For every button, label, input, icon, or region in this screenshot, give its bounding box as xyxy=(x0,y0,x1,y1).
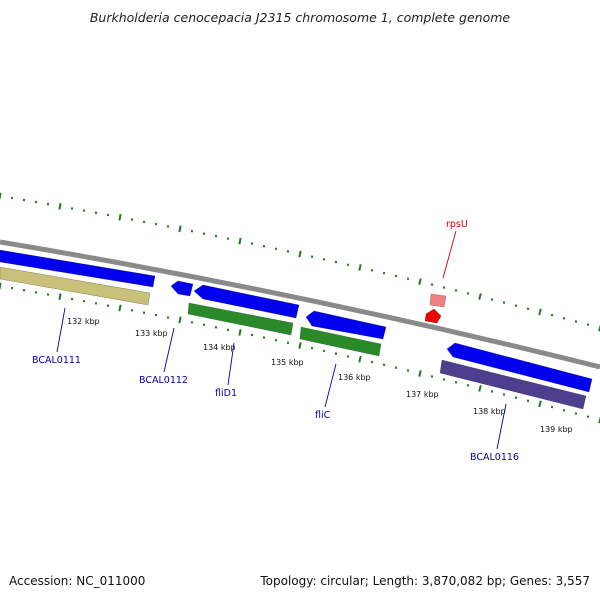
minor-tick xyxy=(394,274,398,278)
cds-feature-bcal0111-lower[interactable] xyxy=(0,266,151,306)
leader-line-rpsu xyxy=(442,230,457,279)
inner-tick-ring xyxy=(0,282,600,424)
minor-tick xyxy=(514,304,518,307)
cds-feature-flid1[interactable] xyxy=(187,302,294,336)
cds-feature-bcal0116-upper[interactable] xyxy=(446,342,593,393)
cds-feature-flic[interactable] xyxy=(299,326,382,357)
minor-tick xyxy=(394,366,398,370)
minor-tick xyxy=(550,405,554,409)
scale-label: 136 kbp xyxy=(338,373,371,382)
minor-tick xyxy=(586,323,590,327)
gene-label-flid1[interactable]: fliD1 xyxy=(215,388,237,399)
minor-tick xyxy=(562,316,566,320)
gene-label-bcal0111[interactable]: BCAL0111 xyxy=(32,355,81,366)
minor-tick xyxy=(430,283,434,286)
gene-label-flic[interactable]: fliC xyxy=(315,410,331,421)
minor-tick xyxy=(454,381,458,384)
major-tick xyxy=(58,293,62,301)
scale-labels: 132 kbp 133 kbp 134 kbp 135 kbp 136 kbp … xyxy=(67,317,573,434)
minor-tick xyxy=(502,393,506,396)
minor-tick xyxy=(382,363,386,367)
major-tick xyxy=(238,329,242,336)
minor-tick xyxy=(370,360,374,364)
minor-tick xyxy=(574,320,578,323)
gene-label-bcal0112[interactable]: BCAL0112 xyxy=(139,375,188,386)
outer-tick-ring xyxy=(0,192,600,332)
minor-tick xyxy=(442,286,446,289)
major-tick xyxy=(478,385,482,392)
major-tick xyxy=(598,324,600,332)
minor-tick xyxy=(454,289,458,292)
scale-label: 138 kbp xyxy=(473,407,506,416)
minor-tick xyxy=(442,378,446,381)
minor-tick xyxy=(466,292,470,295)
major-tick xyxy=(118,304,122,312)
major-tick xyxy=(538,308,542,316)
minor-tick xyxy=(574,412,578,415)
leader-line-flid1 xyxy=(227,342,235,386)
minor-tick xyxy=(502,301,506,304)
minor-tick xyxy=(430,375,434,378)
trna-feature-rpsu-faint[interactable] xyxy=(429,293,447,308)
leader-line-bcal0111 xyxy=(56,307,66,353)
scale-label: 135 kbp xyxy=(271,358,304,367)
label-leader-lines xyxy=(56,230,507,450)
major-tick xyxy=(0,192,2,200)
major-tick xyxy=(598,416,600,424)
gene-labels: BCAL0111 BCAL0112 fliD1 fliC BCAL0116 rp… xyxy=(32,219,519,463)
minor-tick xyxy=(550,313,554,317)
scale-label: 133 kbp xyxy=(135,329,168,338)
major-tick xyxy=(298,250,302,258)
gene-label-bcal0116[interactable]: BCAL0116 xyxy=(470,452,519,463)
minor-tick xyxy=(526,399,530,403)
gene-label-rpsu[interactable]: rpsU xyxy=(446,219,468,230)
genome-summary-text: Topology: circular; Length: 3,870,082 bp… xyxy=(260,574,590,588)
minor-tick xyxy=(526,307,530,311)
scale-label: 139 kbp xyxy=(540,425,573,434)
minor-tick xyxy=(382,271,386,275)
major-tick xyxy=(478,293,482,300)
map-title: Burkholderia cenocepacia J2315 chromosom… xyxy=(89,10,511,25)
minor-tick xyxy=(514,396,518,399)
major-tick xyxy=(58,202,62,210)
leader-line-bcal0116 xyxy=(496,403,507,450)
major-tick xyxy=(358,355,362,363)
leader-line-bcal0112 xyxy=(163,327,175,373)
major-tick xyxy=(0,282,2,290)
cds-feature-bcal0111[interactable] xyxy=(0,249,156,288)
minor-tick xyxy=(406,277,410,281)
major-tick xyxy=(418,370,422,377)
minor-tick xyxy=(490,298,494,301)
major-tick xyxy=(298,342,302,349)
trna-feature-rpsu[interactable] xyxy=(424,308,442,324)
scale-label: 137 kbp xyxy=(406,390,439,399)
cds-feature-flid1-upper[interactable] xyxy=(193,284,300,319)
minor-tick xyxy=(406,369,410,372)
cds-feature-bcal0116[interactable] xyxy=(439,359,587,410)
cds-feature-flic-upper[interactable] xyxy=(305,310,387,340)
minor-tick xyxy=(562,408,566,412)
major-tick xyxy=(358,264,362,271)
accession-text: Accession: NC_011000 xyxy=(9,574,146,588)
major-tick xyxy=(118,213,122,221)
scale-label: 134 kbp xyxy=(203,343,236,352)
gene-features xyxy=(0,249,593,410)
cds-feature-bcal0112[interactable] xyxy=(170,280,194,297)
minor-tick xyxy=(466,384,470,387)
major-tick xyxy=(178,316,182,324)
major-tick xyxy=(418,278,422,286)
genome-backbone xyxy=(0,239,600,370)
leader-line-flic xyxy=(324,363,337,408)
scale-label: 132 kbp xyxy=(67,317,100,326)
minor-tick xyxy=(586,415,590,419)
major-tick xyxy=(238,237,242,245)
major-tick xyxy=(178,225,182,233)
minor-tick xyxy=(490,390,494,393)
major-tick xyxy=(538,400,542,408)
